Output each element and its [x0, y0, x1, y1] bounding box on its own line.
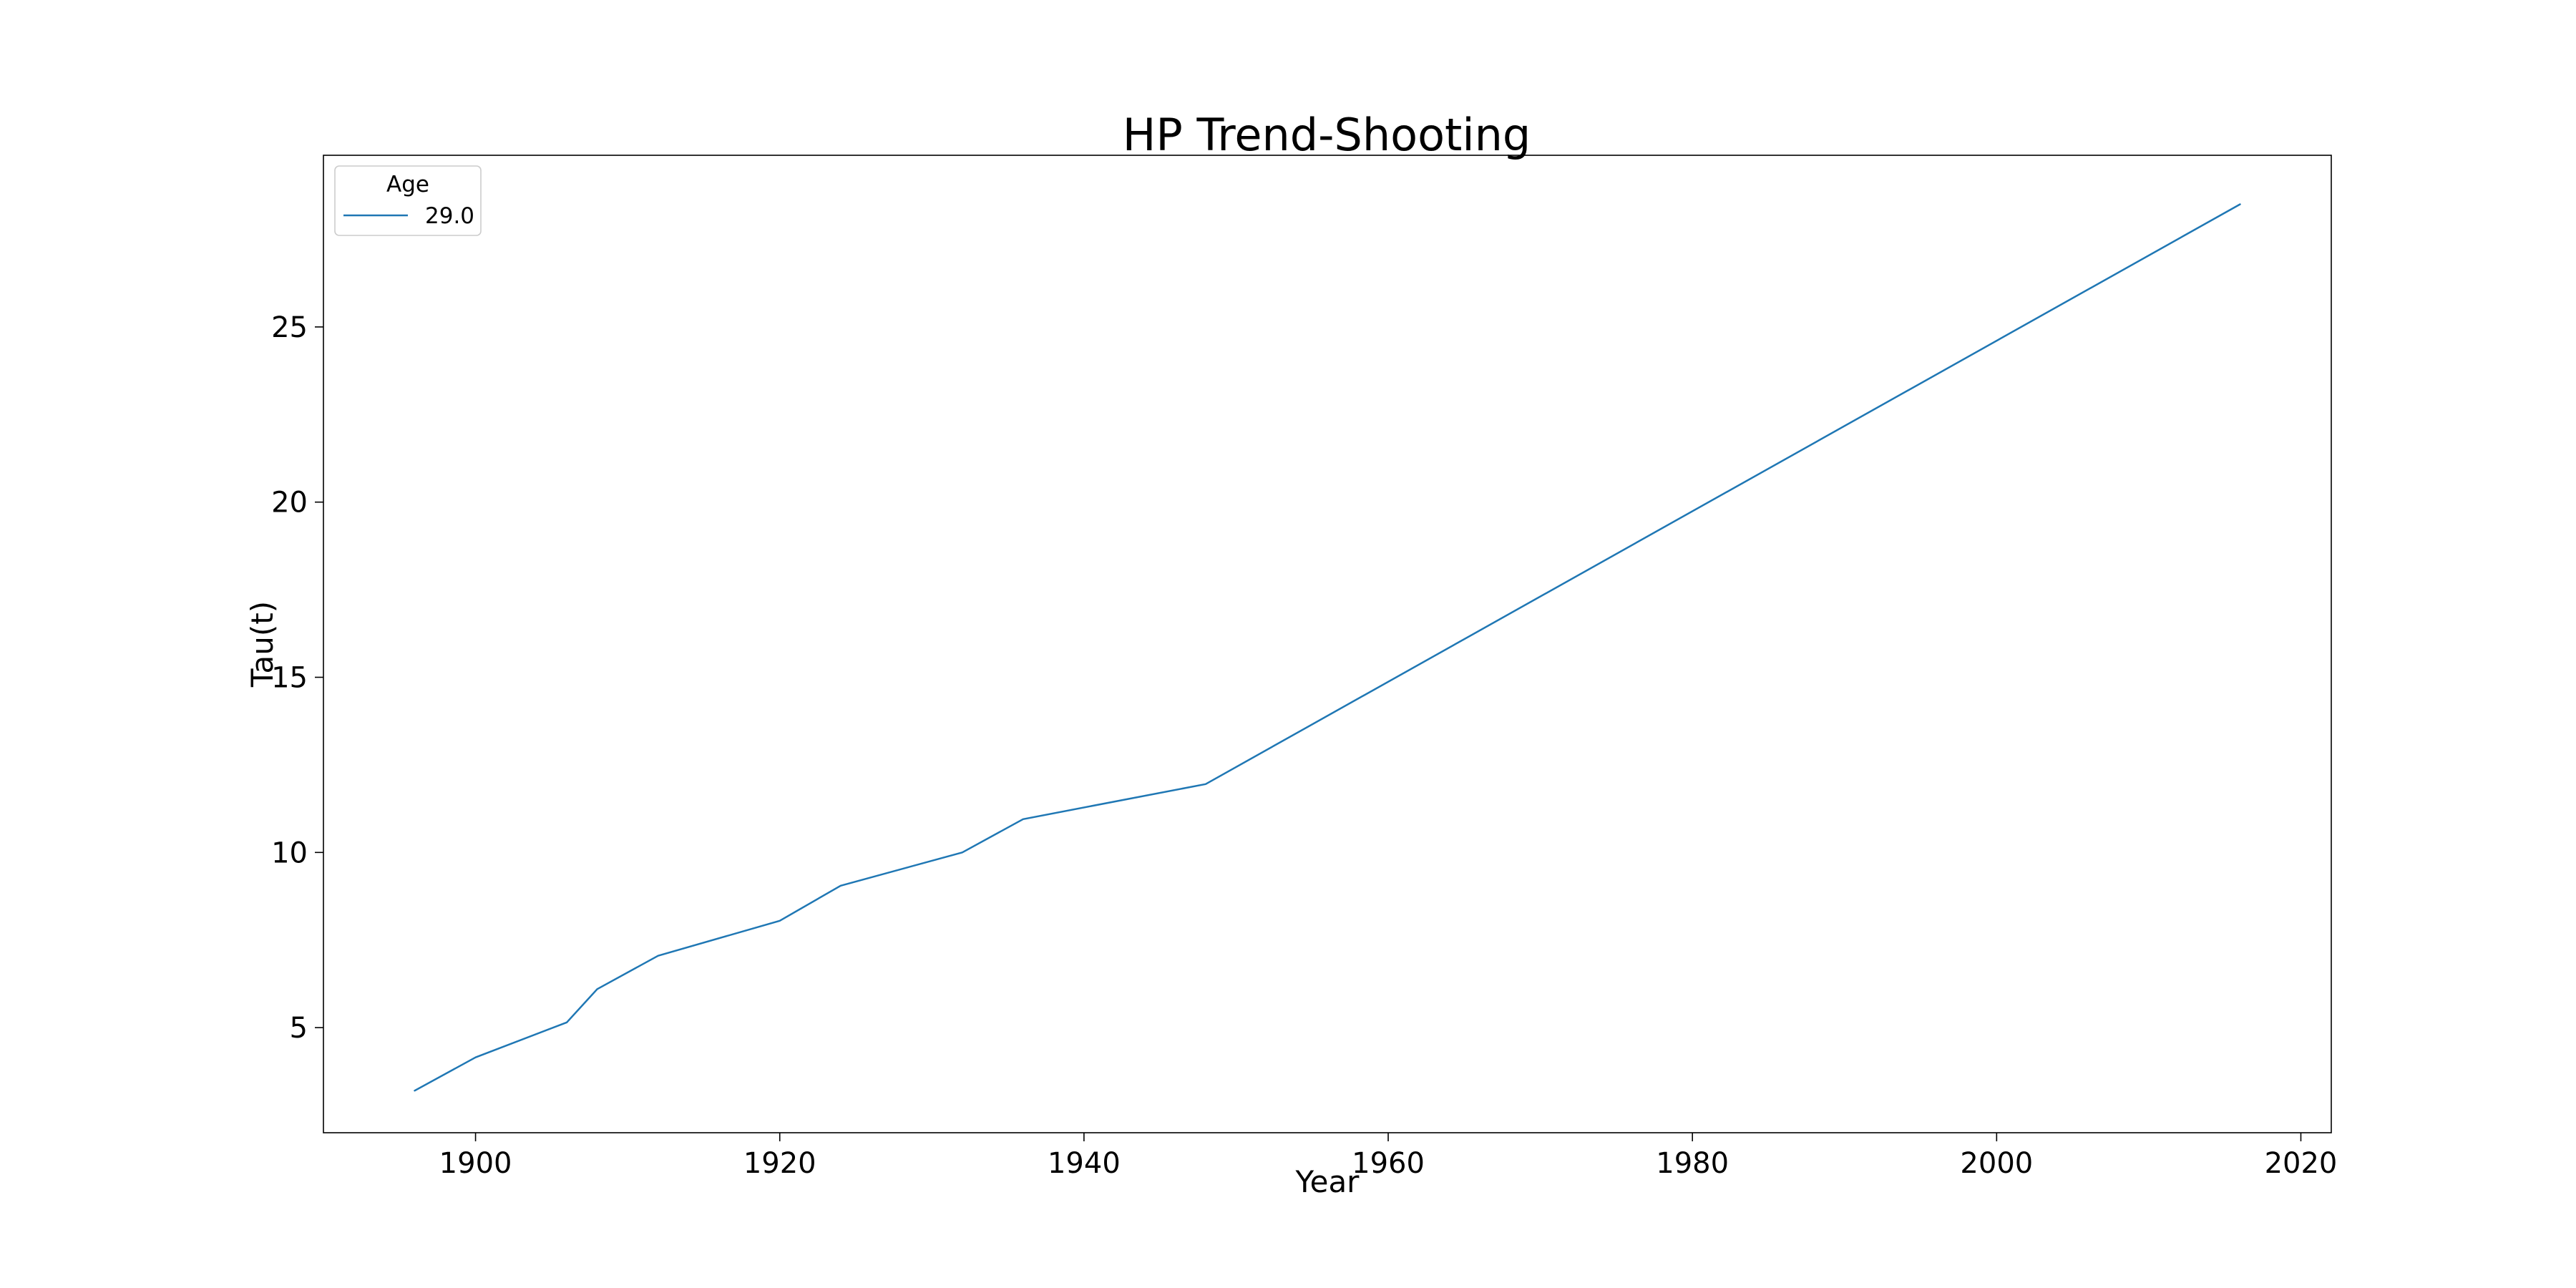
- legend-title: Age: [386, 172, 429, 197]
- x-tick-label: 2020: [2265, 1147, 2338, 1180]
- legend: Age 29.0: [334, 165, 482, 236]
- x-tick-label: 1980: [1656, 1147, 1729, 1180]
- y-axis: 5 10 15 20 25: [271, 311, 323, 1045]
- legend-box: [334, 165, 482, 236]
- x-axis-label: Year: [1295, 1164, 1360, 1199]
- plot-area-frame: [323, 155, 2332, 1133]
- y-tick-label: 5: [290, 1012, 308, 1045]
- x-tick-label: 1960: [1352, 1147, 1425, 1180]
- y-tick-label: 20: [271, 487, 308, 519]
- x-tick-label: 1940: [1048, 1147, 1121, 1180]
- y-tick-label: 15: [271, 662, 308, 695]
- x-tick-label: 1900: [439, 1147, 512, 1180]
- y-tick-label: 25: [271, 311, 308, 344]
- series-line-0: [414, 203, 2241, 1092]
- x-tick-label: 1920: [743, 1147, 816, 1180]
- y-tick-label: 10: [271, 836, 308, 869]
- x-axis: 1900 1920 1940 1960 1980 2000 2020: [439, 1133, 2338, 1180]
- legend-entry-label: 29.0: [425, 203, 474, 229]
- series-layer: [414, 203, 2241, 1092]
- x-tick-label: 2000: [1960, 1147, 2033, 1180]
- chart-title: HP Trend-Shooting: [1123, 109, 1531, 161]
- y-axis-label: Tau(t): [245, 601, 280, 688]
